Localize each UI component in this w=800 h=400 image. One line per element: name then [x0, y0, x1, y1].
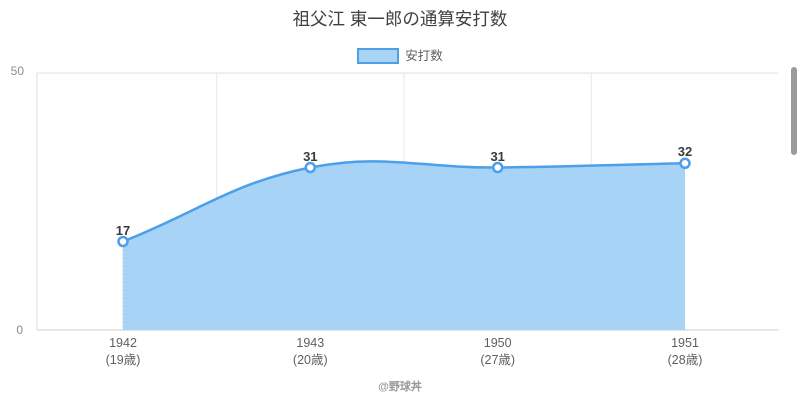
svg-text:(28歳): (28歳) — [668, 353, 703, 367]
svg-text:1951: 1951 — [671, 336, 699, 350]
svg-text:32: 32 — [678, 144, 692, 159]
svg-text:(20歳): (20歳) — [293, 353, 328, 367]
svg-text:17: 17 — [116, 223, 130, 238]
svg-text:1942: 1942 — [109, 336, 137, 350]
svg-text:(19歳): (19歳) — [106, 353, 141, 367]
svg-text:31: 31 — [303, 149, 317, 164]
svg-text:1950: 1950 — [484, 336, 512, 350]
svg-text:(27歳): (27歳) — [480, 353, 515, 367]
svg-text:0: 0 — [16, 323, 23, 337]
svg-text:31: 31 — [490, 149, 504, 164]
svg-text:1943: 1943 — [296, 336, 324, 350]
svg-text:50: 50 — [11, 64, 25, 78]
